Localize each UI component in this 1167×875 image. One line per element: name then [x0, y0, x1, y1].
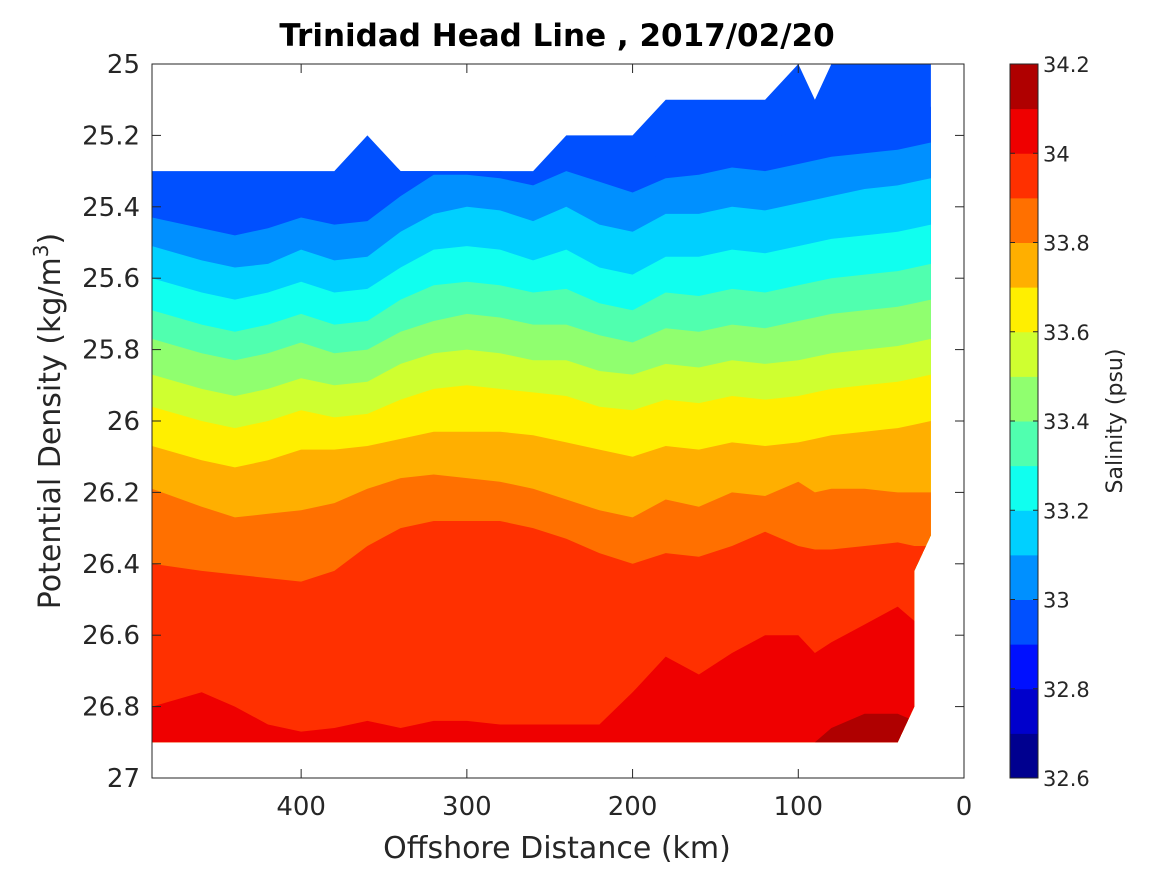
- y-tick-label: 25: [107, 50, 140, 80]
- colorbar-swatch: [1010, 242, 1038, 288]
- colorbar-label-text: Salinity (psu): [1103, 349, 1128, 494]
- colorbar-swatch: [1010, 688, 1038, 734]
- y-tick-label: 25.2: [82, 121, 140, 151]
- colorbar-tick-label: 34: [1043, 142, 1070, 166]
- colorbar-swatch: [1010, 510, 1038, 556]
- y-tick-label: 26.6: [82, 621, 140, 651]
- colorbar-swatch: [1010, 733, 1038, 779]
- y-tick-label: 25.6: [82, 264, 140, 294]
- colorbar-tick-label: 33.6: [1043, 321, 1090, 345]
- colorbar-tick-label: 32.8: [1043, 678, 1090, 702]
- colorbar-tick-label: 33.2: [1043, 499, 1090, 523]
- colorbar-swatch: [1010, 197, 1038, 243]
- x-axis-ticks: 400 300 200 100 0: [276, 64, 972, 822]
- y-tick-label: 25.8: [82, 336, 140, 366]
- colorbar-swatch: [1010, 465, 1038, 511]
- y-axis-label: Potential Density (kg/m3): [29, 233, 68, 609]
- colorbar-swatch: [1010, 599, 1038, 645]
- colorbar-label: Salinity (psu): [1103, 349, 1128, 494]
- x-tick-label: 100: [773, 792, 823, 822]
- y-tick-label: 26.4: [82, 550, 140, 580]
- x-axis-label: Offshore Distance (km): [383, 831, 731, 866]
- y-axis-label-superscript: 3: [29, 244, 53, 257]
- colorbar-swatch: [1010, 644, 1038, 690]
- colorbar-tick-label: 33: [1043, 589, 1070, 613]
- x-tick-label: 400: [276, 792, 326, 822]
- y-tick-label: 25.4: [82, 193, 140, 223]
- colorbar-swatch: [1010, 108, 1038, 154]
- colorbar-tick-label: 34.2: [1043, 53, 1090, 77]
- y-tick-label: 26: [107, 407, 140, 437]
- colorbar-swatch: [1010, 64, 1038, 110]
- x-tick-label: 200: [608, 792, 658, 822]
- band-salinity-34: [152, 606, 931, 743]
- y-tick-label: 26.8: [82, 693, 140, 723]
- y-axis-label-main: Potential Density (kg/m: [33, 257, 68, 609]
- y-axis-label-text: Potential Density (kg/m3): [29, 233, 68, 609]
- x-tick-label: 300: [442, 792, 492, 822]
- colorbar-swatch: [1010, 421, 1038, 467]
- y-tick-label: 26.2: [82, 478, 140, 508]
- colorbar-swatch: [1010, 554, 1038, 600]
- y-tick-label: 27: [107, 764, 140, 794]
- y-axis-ticks: 25 25.2 25.4 25.6 25.8 26 26.2 26.4 26.6 26.8 27: [82, 50, 964, 794]
- colorbar-swatch: [1010, 287, 1038, 333]
- colorbar-swatch: [1010, 331, 1038, 377]
- salinity-contour-bands: [152, 64, 931, 743]
- colorbar-swatch: [1010, 153, 1038, 199]
- chart-title: Trinidad Head Line , 2017/02/20: [279, 18, 834, 54]
- y-axis-label-close: ): [33, 233, 68, 245]
- colorbar-tick-label: 33.4: [1043, 410, 1090, 434]
- colorbar: 32.6 32.8 33 33.2 33.4 33.6 33.8 34 34.2: [1009, 53, 1090, 791]
- colorbar-tick-label: 32.6: [1043, 767, 1090, 791]
- colorbar-swatch: [1010, 376, 1038, 422]
- x-tick-label: 0: [956, 792, 973, 822]
- colorbar-tick-label: 33.8: [1043, 232, 1090, 256]
